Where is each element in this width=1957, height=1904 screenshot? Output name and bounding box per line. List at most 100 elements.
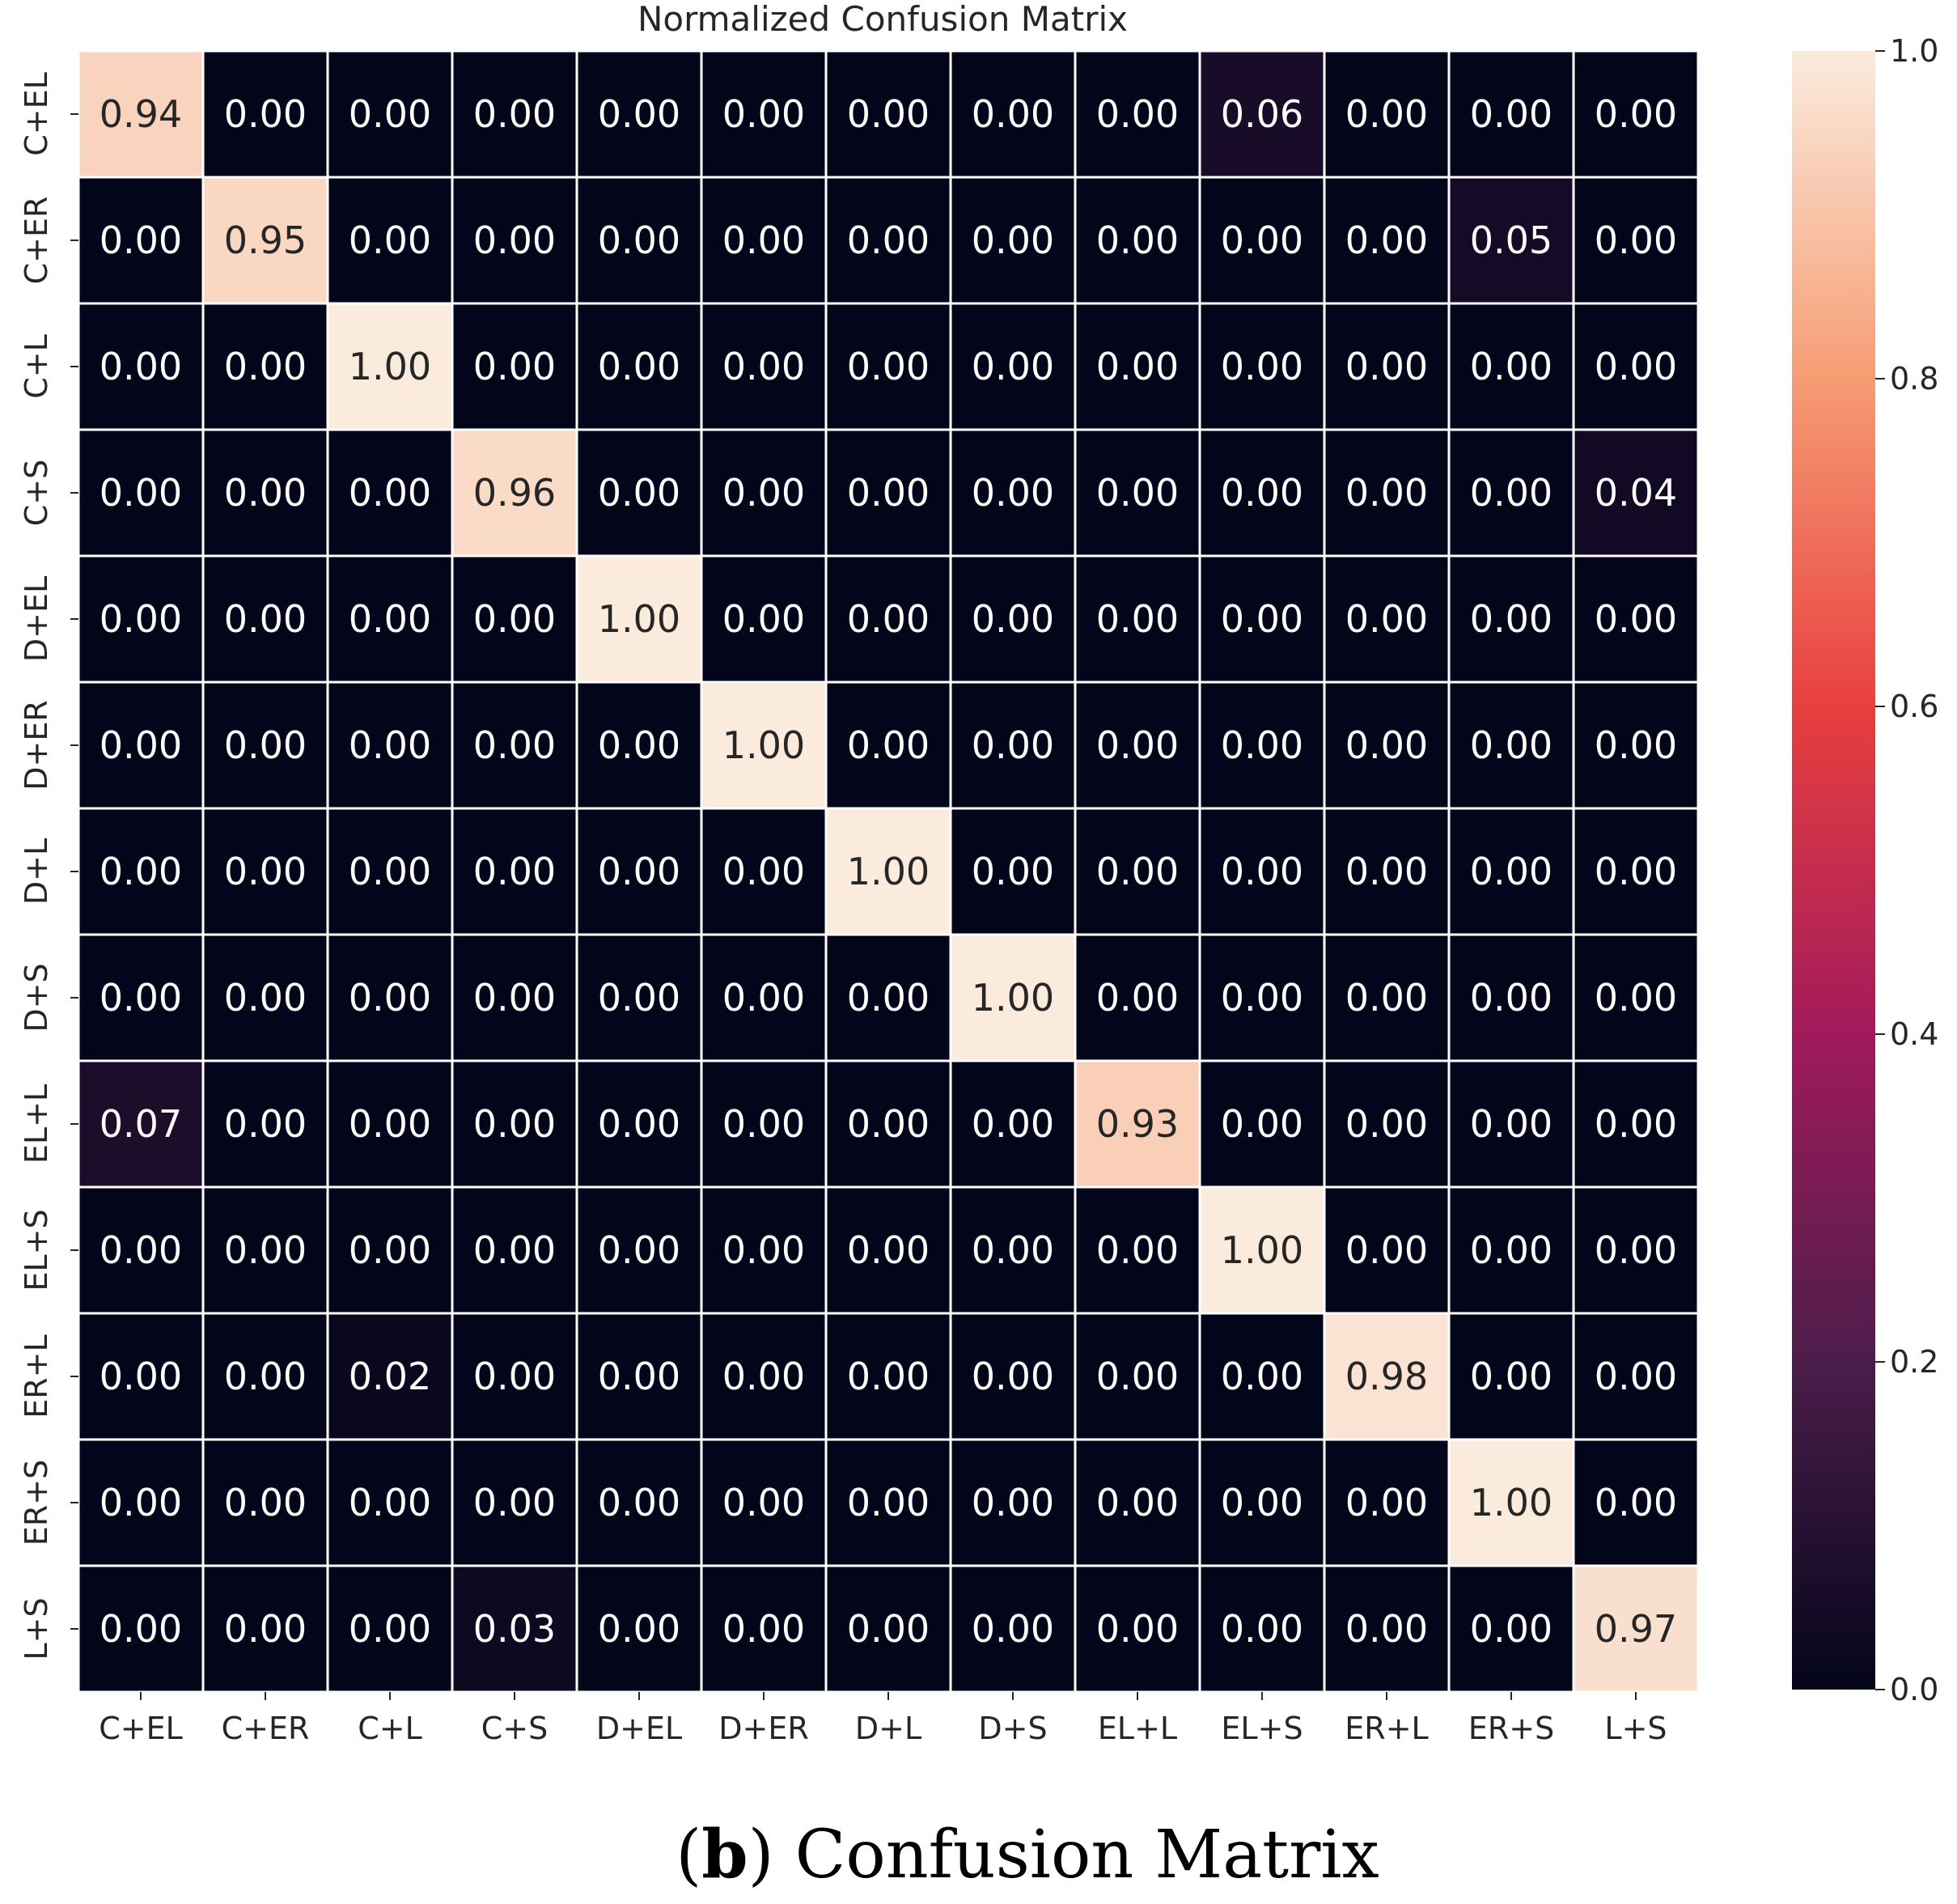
cell-value-label: 0.00 <box>722 92 805 136</box>
cell-value-label: 0.00 <box>598 218 680 262</box>
x-tick-label: EL+L <box>1098 1711 1177 1746</box>
cell-value-label: 0.04 <box>1595 471 1677 515</box>
y-tick-label: EL+L <box>19 1084 54 1164</box>
cell-value-label: 0.00 <box>1470 92 1552 136</box>
cell-value-label: 0.00 <box>847 345 930 388</box>
heatmap-cell <box>1074 1185 1201 1315</box>
heatmap-cell <box>1572 428 1700 558</box>
x-tick-label: D+EL <box>596 1711 682 1746</box>
cell-value-label: 0.00 <box>100 1607 182 1651</box>
cell-value-label: 1.00 <box>1221 1228 1303 1272</box>
heatmap-cell <box>451 428 578 558</box>
cell-value-label: 0.00 <box>722 1102 805 1146</box>
cell-value-label: 0.00 <box>722 597 805 641</box>
cell-value-label: 0.00 <box>972 1481 1054 1524</box>
heatmap-cell <box>1198 1185 1326 1315</box>
heatmap-cell <box>326 176 454 305</box>
cell-value-label: 0.00 <box>1470 345 1552 388</box>
cell-value-label: 0.00 <box>224 723 307 767</box>
heatmap-cell <box>77 176 205 305</box>
x-tick-label: D+ER <box>718 1711 809 1746</box>
heatmap-cell <box>201 554 329 684</box>
cell-value-label: 0.00 <box>100 850 182 893</box>
x-tick-label: D+L <box>855 1711 921 1746</box>
heatmap-cell <box>326 49 454 179</box>
cell-value-label: 0.00 <box>1221 976 1303 1020</box>
cell-value-label: 0.00 <box>224 597 307 641</box>
cell-value-label: 0.00 <box>1096 471 1179 515</box>
cell-value-label: 0.00 <box>1595 597 1677 641</box>
caption-text: Confusion Matrix <box>774 1817 1379 1893</box>
cell-value-label: 0.97 <box>1595 1607 1677 1651</box>
heatmap-cell <box>451 1185 578 1315</box>
heatmap-cell <box>824 1438 952 1567</box>
y-axis-tick-labels: C+EL C+ER C+L C+S D+EL D+ER D+L D+S EL+L EL+S ER+L… <box>19 72 78 1660</box>
cell-value-label: 0.00 <box>722 471 805 515</box>
cell-value-label: 0.00 <box>1345 1228 1428 1272</box>
cell-value-label: 0.00 <box>847 597 930 641</box>
heatmap-cell <box>824 554 952 684</box>
cell-value-label: 0.00 <box>100 976 182 1020</box>
cell-value-label: 1.00 <box>972 976 1054 1020</box>
cell-value-label: 0.00 <box>722 1481 805 1524</box>
cell-value-label: 0.95 <box>224 218 307 262</box>
heatmap-cell <box>824 807 952 936</box>
cell-value-label: 0.00 <box>598 345 680 388</box>
heatmap-cell <box>451 176 578 305</box>
heatmap-cell <box>1572 1312 1700 1441</box>
heatmap-cell <box>451 302 578 431</box>
cell-value-label: 0.00 <box>847 976 930 1020</box>
cell-value-label: 0.00 <box>1096 723 1179 767</box>
cell-value-label: 0.00 <box>598 1102 680 1146</box>
cell-value-label: 0.00 <box>1595 976 1677 1020</box>
cell-value-label: 0.00 <box>473 850 556 893</box>
heatmap-cell <box>1323 1438 1451 1567</box>
heatmap-cell <box>1198 1438 1326 1567</box>
cell-value-label: 0.00 <box>1595 218 1677 262</box>
cell-value-label: 0.00 <box>1345 1102 1428 1146</box>
cell-value-label: 0.00 <box>1470 1102 1552 1146</box>
cell-value-label: 0.00 <box>100 597 182 641</box>
colorbar-tick-label: 0.0 <box>1890 1672 1938 1707</box>
x-axis-tick-labels: C+EL C+ER C+L C+S D+EL D+ER D+L D+S EL+L EL+S ER+L… <box>99 1692 1667 1746</box>
heatmap-cell <box>1447 1564 1575 1694</box>
cell-value-label: 0.00 <box>224 92 307 136</box>
heatmap-cell <box>1323 428 1451 558</box>
heatmap-cell <box>575 302 703 431</box>
cell-value-label: 0.00 <box>972 1607 1054 1651</box>
cell-value-label: 0.00 <box>473 1228 556 1272</box>
heatmap-cell <box>201 1312 329 1441</box>
cell-value-label: 0.00 <box>1221 723 1303 767</box>
cell-value-label: 0.00 <box>1595 723 1677 767</box>
colorbar-tick-label: 0.8 <box>1890 361 1938 396</box>
y-tick-label: ER+S <box>19 1460 54 1546</box>
cell-value-label: 0.00 <box>722 850 805 893</box>
cell-value-label: 0.00 <box>1221 1481 1303 1524</box>
cell-value-label: 0.00 <box>224 471 307 515</box>
heatmap-cell <box>201 176 329 305</box>
cell-value-label: 0.00 <box>1345 345 1428 388</box>
heatmap-cell <box>1074 428 1201 558</box>
heatmap-cell <box>1447 176 1575 305</box>
heatmap-cell <box>949 49 1077 179</box>
heatmap-cell <box>949 554 1077 684</box>
cell-value-label: 1.00 <box>349 345 431 388</box>
cell-value-label: 0.00 <box>972 218 1054 262</box>
heatmap-cell <box>1323 807 1451 936</box>
heatmap-cell <box>1572 933 1700 1062</box>
cell-value-label: 0.00 <box>349 1228 431 1272</box>
heatmap-cell <box>201 681 329 810</box>
cell-value-label: 0.00 <box>598 92 680 136</box>
heatmap-cell <box>824 681 952 810</box>
heatmap-cell <box>1447 1312 1575 1441</box>
cell-value-label: 0.00 <box>1345 850 1428 893</box>
heatmap-cell <box>700 1438 828 1567</box>
heatmap-cell <box>1447 807 1575 936</box>
heatmap-cell <box>201 49 329 179</box>
cell-value-label: 0.00 <box>349 723 431 767</box>
heatmap-cell <box>77 49 205 179</box>
cell-value-label: 0.00 <box>100 218 182 262</box>
heatmap-cell <box>1074 49 1201 179</box>
y-tick-label: ER+L <box>19 1334 54 1418</box>
heatmap-cell <box>1447 302 1575 431</box>
